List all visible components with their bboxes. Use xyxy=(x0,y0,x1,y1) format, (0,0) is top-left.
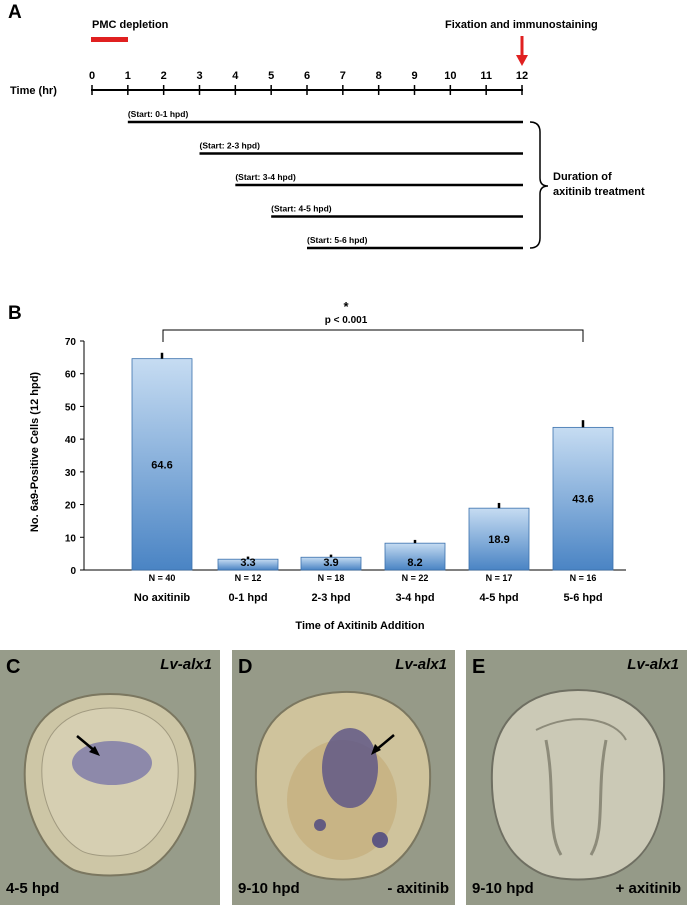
bar xyxy=(552,426,614,571)
pmc-depletion-bar xyxy=(91,37,128,42)
treatment-bracket xyxy=(529,121,549,249)
treatment-lines: (Start: 0-1 hpd) (Start: 2-3 hpd) (Start: … xyxy=(127,109,523,250)
panel-c-gene-label: Lv-alx1 xyxy=(160,656,212,673)
time-tick-label: 1 xyxy=(125,70,131,82)
panel-b-letter: B xyxy=(8,303,22,324)
time-tick-label: 9 xyxy=(411,70,417,82)
fixation-arrow xyxy=(516,36,528,66)
panel-d-image: D Lv-alx1 9-10 hpd - axitinib xyxy=(232,650,455,905)
y-tick-label: 40 xyxy=(65,435,77,446)
panel-e-image: E Lv-alx1 9-10 hpd + axitinib xyxy=(466,650,687,905)
bar xyxy=(300,556,362,571)
treatment-start-label: (Start: 3-4 hpd) xyxy=(235,172,296,182)
y-tick-label: 10 xyxy=(65,533,77,544)
panel-d-letter: D xyxy=(238,656,253,678)
bar xyxy=(384,542,446,571)
category-label: 2-3 hpd xyxy=(311,592,350,604)
category-label: 3-4 hpd xyxy=(395,592,434,604)
panel-c-letter: C xyxy=(6,656,21,678)
time-tick-label: 8 xyxy=(376,70,382,82)
time-axis-label: Time (hr) xyxy=(10,85,57,97)
time-tick-label: 6 xyxy=(304,70,310,82)
bar-value-label: 3.9 xyxy=(323,557,338,569)
bracket-label-line2: axitinib treatment xyxy=(553,186,645,198)
bar-n-label: N = 17 xyxy=(486,573,513,583)
time-tick-label: 12 xyxy=(516,70,528,82)
time-tick-label: 3 xyxy=(196,70,202,82)
time-tick-label: 0 xyxy=(89,70,95,82)
bar-value-label: 64.6 xyxy=(151,459,172,471)
y-tick-label: 0 xyxy=(70,566,76,577)
treatment-start-label: (Start: 0-1 hpd) xyxy=(128,109,189,119)
bar-value-label: 8.2 xyxy=(407,557,422,569)
bracket-label-line1: Duration of xyxy=(553,171,612,183)
panel-d-caption-left: 9-10 hpd xyxy=(238,880,300,897)
significance-star: * xyxy=(343,299,349,314)
bar-n-label: N = 22 xyxy=(402,573,429,583)
bar-n-label: N = 18 xyxy=(318,573,345,583)
y-tick-label: 30 xyxy=(65,468,77,479)
time-tick-label: 5 xyxy=(268,70,274,82)
bar xyxy=(468,507,530,571)
time-tick-label: 10 xyxy=(444,70,456,82)
treatment-start-label: (Start: 4-5 hpd) xyxy=(271,204,332,214)
bar-value-label: 3.3 xyxy=(240,557,255,569)
bar-value-label: 43.6 xyxy=(572,494,593,506)
category-label: No axitinib xyxy=(134,592,191,604)
category-label: 4-5 hpd xyxy=(479,592,518,604)
treatment-start-label: (Start: 2-3 hpd) xyxy=(200,141,261,151)
y-axis-label: No. 6a9-Positive Cells (12 hpd) xyxy=(29,372,41,532)
bar-n-label: N = 12 xyxy=(235,573,262,583)
panel-e-letter: E xyxy=(472,656,486,678)
category-label: 5-6 hpd xyxy=(563,592,602,604)
panel-d-caption-right: - axitinib xyxy=(387,880,449,897)
panel-a-letter: A xyxy=(8,2,22,23)
panel-a-timeline: PMC depletion Fixation and immunostainin… xyxy=(10,19,645,250)
y-tick-label: 60 xyxy=(65,370,77,381)
treatment-start-label: (Start: 5-6 hpd) xyxy=(307,235,368,245)
time-axis-ticks: 0 1 2 3 4 5 6 7 8 9 10 11 12 xyxy=(89,70,528,95)
time-tick-label: 4 xyxy=(232,70,239,82)
x-axis-label: Time of Axitinib Addition xyxy=(295,620,424,632)
embryo-e xyxy=(490,688,666,881)
y-tick-label: 20 xyxy=(65,501,77,512)
panel-c-image: C Lv-alx1 4-5 hpd xyxy=(0,650,220,905)
bar xyxy=(131,358,193,571)
panel-d-gene-label: Lv-alx1 xyxy=(395,656,447,673)
pmc-depletion-label: PMC depletion xyxy=(92,19,169,31)
time-tick-label: 7 xyxy=(340,70,346,82)
fixation-label: Fixation and immunostaining xyxy=(445,19,598,31)
panel-e-caption-right: + axitinib xyxy=(615,880,681,897)
significance-bracket xyxy=(162,329,584,342)
panel-c-caption: 4-5 hpd xyxy=(6,880,60,897)
bar-n-label: N = 16 xyxy=(570,573,597,583)
y-tick-label: 70 xyxy=(65,337,77,348)
time-tick-label: 2 xyxy=(161,70,167,82)
bar-value-label: 18.9 xyxy=(488,534,509,546)
significance-text: p < 0.001 xyxy=(325,315,368,326)
panel-e-caption-left: 9-10 hpd xyxy=(472,880,534,897)
bar-n-label: N = 40 xyxy=(149,573,176,583)
bar-chart: * p < 0.001 No. 6a9-Positive Cells (12 h… xyxy=(29,299,626,632)
time-tick-label: 11 xyxy=(480,70,492,82)
category-label: 0-1 hpd xyxy=(228,592,267,604)
y-tick-label: 50 xyxy=(65,402,77,413)
panel-e-gene-label: Lv-alx1 xyxy=(627,656,679,673)
